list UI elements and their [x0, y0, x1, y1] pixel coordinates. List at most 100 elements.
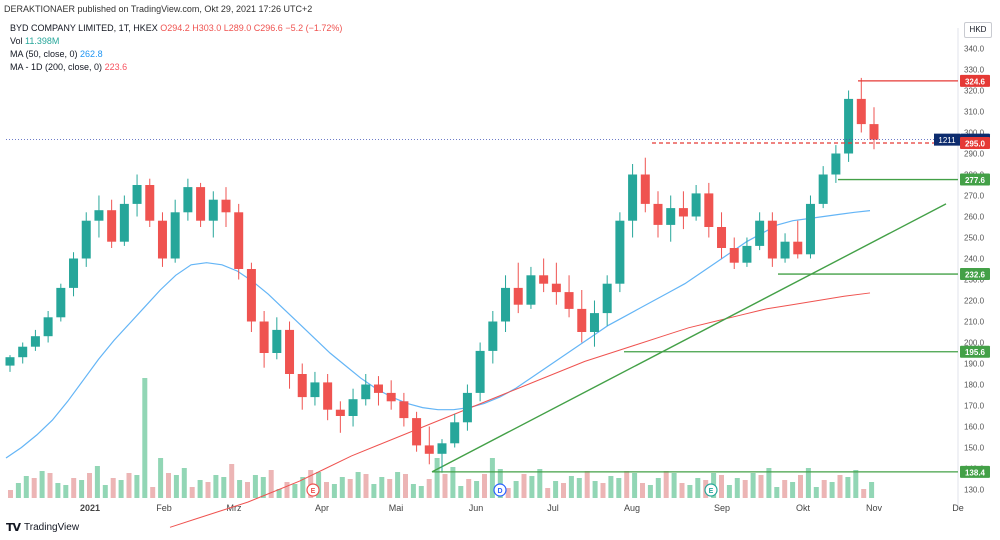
volume-bar — [616, 478, 622, 498]
legend-vol-label[interactable]: Vol — [10, 36, 23, 46]
volume-bar — [205, 482, 211, 498]
event-marker-label: E — [311, 488, 316, 495]
volume-bar — [79, 480, 85, 498]
volume-bar — [8, 490, 13, 498]
tradingview-footer: 𝗧𝗩 TradingView — [6, 521, 79, 534]
volume-bar — [371, 484, 377, 498]
volume-bar — [655, 478, 661, 498]
event-marker-label: D — [497, 488, 502, 495]
volume-bar — [268, 470, 274, 498]
legend-vol-value: 11.398M — [25, 36, 60, 46]
volume-bar — [505, 488, 511, 498]
volume-bar — [434, 458, 440, 498]
currency-badge[interactable]: HKD — [964, 22, 992, 38]
volume-bar — [379, 477, 385, 498]
volume-bar — [853, 470, 859, 498]
x-tick-label: Apr — [315, 503, 329, 513]
legend-symbol[interactable]: BYD COMPANY LIMITED, 1T, HKEX — [10, 23, 158, 33]
candle-body — [399, 401, 409, 419]
candle-body — [691, 193, 701, 217]
volume-bar — [869, 482, 875, 498]
volume-bar — [766, 468, 772, 498]
volume-bar — [213, 475, 219, 498]
legend-ma50-row: MA (50, close, 0) 262.8 — [10, 48, 342, 61]
volume-bar — [63, 485, 69, 498]
candle-body — [335, 409, 345, 416]
candle-body — [589, 313, 599, 332]
candle-body — [145, 185, 155, 221]
candle-body — [297, 374, 307, 398]
volume-bar — [576, 478, 582, 498]
y-tick-label: 330.0 — [964, 66, 985, 75]
candle-body — [348, 399, 358, 416]
volume-bar — [355, 472, 361, 498]
volume-bar — [482, 474, 487, 498]
candle-body — [119, 203, 129, 242]
volume-bar — [395, 472, 401, 498]
candle-body — [551, 283, 561, 293]
price-level-tag — [960, 74, 990, 87]
candle-body — [755, 220, 765, 246]
volume-bar — [363, 474, 369, 498]
volume-bar — [71, 478, 77, 498]
volume-bar — [134, 475, 140, 498]
price-level-label: 195.6 — [965, 348, 986, 357]
price-level-tag — [960, 137, 990, 149]
candle-body — [18, 346, 28, 358]
candle-body — [717, 227, 727, 248]
volume-bar — [316, 472, 322, 498]
volume-bar — [276, 489, 282, 498]
candle-body — [450, 422, 460, 444]
candle-body — [107, 210, 117, 242]
volume-bar — [600, 483, 606, 498]
candle-body — [56, 287, 66, 318]
price-level-label: 232.6 — [965, 271, 986, 280]
volume-bar — [221, 477, 227, 498]
candle-body — [5, 357, 15, 366]
y-tick-label: 300.0 — [964, 129, 985, 138]
candle-body — [437, 443, 447, 454]
candle-body — [526, 275, 536, 305]
x-tick-label: Nov — [866, 503, 883, 513]
candle-body — [412, 418, 422, 446]
candle-body — [386, 392, 396, 402]
event-marker-icon — [704, 483, 718, 497]
volume-bar — [450, 467, 456, 498]
volume-bar — [347, 479, 353, 498]
volume-bar — [292, 484, 298, 498]
volume-bar — [837, 475, 843, 498]
x-tick-label: Jun — [469, 503, 484, 513]
volume-bar — [592, 481, 598, 498]
volume-bar — [521, 474, 527, 498]
legend-ma50-label[interactable]: MA (50, close, 0) — [10, 49, 78, 59]
y-tick-label: 190.0 — [964, 360, 985, 369]
volume-bar — [324, 482, 329, 498]
candle-body — [424, 445, 434, 454]
candle-body — [513, 287, 523, 305]
volume-bar — [158, 458, 164, 498]
x-tick-label: 2021 — [80, 503, 100, 513]
y-tick-label: 340.0 — [964, 45, 985, 54]
y-tick-label: 310.0 — [964, 108, 985, 117]
candle-body — [94, 210, 104, 221]
volume-bar — [513, 481, 519, 498]
legend-symbol-row: BYD COMPANY LIMITED, 1T, HKEX O294.2 H30… — [10, 22, 342, 35]
candle-body — [361, 384, 371, 400]
price-level-label: 138.4 — [965, 468, 986, 477]
candle-body — [767, 220, 777, 259]
volume-bar — [671, 473, 677, 498]
candle-body — [666, 208, 676, 225]
event-marker-label: E — [709, 488, 714, 495]
y-tick-label: 270.0 — [964, 192, 985, 201]
ma200-line — [169, 292, 871, 528]
candle-body — [653, 203, 663, 225]
legend-ma200-label[interactable]: MA - 1D (200, close, 0) — [10, 62, 103, 72]
y-tick-label: 130.0 — [964, 486, 985, 495]
candle-body — [793, 241, 803, 255]
volume-bar — [774, 487, 780, 498]
bar-countdown-label: 1211 — [938, 136, 956, 145]
volume-bar — [300, 477, 306, 498]
volume-bar — [403, 474, 408, 498]
volume-bar — [31, 478, 37, 498]
